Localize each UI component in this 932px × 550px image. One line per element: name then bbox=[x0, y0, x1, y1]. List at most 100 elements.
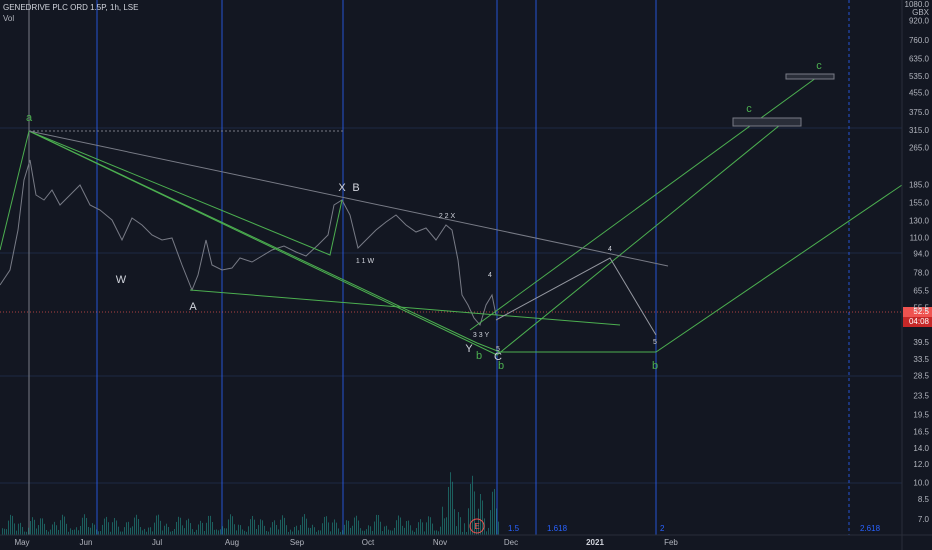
volume-bar bbox=[414, 531, 415, 535]
volume-bar bbox=[346, 520, 347, 535]
volume-bar bbox=[96, 529, 97, 535]
volume-bar bbox=[432, 523, 433, 535]
fib-time-lines bbox=[96, 0, 850, 535]
volume-bar bbox=[308, 527, 309, 535]
volume-bar bbox=[314, 527, 315, 535]
time-label: 2021 bbox=[586, 538, 604, 547]
volume-bar bbox=[418, 522, 419, 535]
volume-bar bbox=[232, 516, 233, 535]
volume-bar bbox=[120, 531, 121, 535]
volume-bar bbox=[58, 529, 59, 535]
wave-label: c bbox=[816, 60, 822, 72]
price-label: 55.5 bbox=[913, 303, 929, 312]
volume-bar bbox=[66, 523, 67, 535]
volume-bar bbox=[276, 524, 277, 535]
volume-bar bbox=[452, 481, 453, 535]
volume-bar bbox=[442, 506, 443, 535]
volume-bar bbox=[90, 527, 91, 535]
volume-bar bbox=[254, 519, 255, 535]
volume-bar bbox=[158, 514, 159, 535]
volume-bar bbox=[478, 508, 479, 535]
volume-bar bbox=[78, 530, 79, 535]
volume-bar bbox=[20, 522, 21, 535]
volume-bar bbox=[170, 531, 171, 535]
volume-bar bbox=[386, 525, 387, 535]
volume-bar bbox=[402, 525, 403, 535]
volume-bar bbox=[454, 509, 455, 535]
volume-bar bbox=[266, 530, 267, 535]
volume-bar bbox=[204, 530, 205, 535]
volume-bar bbox=[72, 529, 73, 535]
wave-label: X bbox=[338, 182, 346, 194]
projection bbox=[495, 257, 657, 336]
volume-bar bbox=[280, 519, 281, 535]
volume-bar bbox=[128, 521, 129, 535]
volume-bar bbox=[22, 526, 23, 535]
volume-bar bbox=[84, 514, 85, 535]
volume-bar bbox=[430, 517, 431, 535]
volume-bar bbox=[368, 525, 369, 535]
volume-bar bbox=[408, 520, 409, 535]
volume-bar bbox=[400, 517, 401, 535]
volume-bar bbox=[44, 523, 45, 535]
volume-bar bbox=[272, 522, 273, 535]
countdown-tag bbox=[903, 317, 932, 327]
volume-bar bbox=[130, 527, 131, 535]
volume-bar bbox=[350, 527, 351, 535]
volume-bar bbox=[114, 518, 115, 535]
price-label: 65.5 bbox=[913, 287, 929, 296]
volume-bar bbox=[304, 514, 305, 535]
volume-bar bbox=[270, 527, 271, 535]
volume-bar bbox=[362, 530, 363, 535]
volume-bar bbox=[392, 530, 393, 535]
price-label: 110.0 bbox=[910, 234, 930, 243]
volume-bar bbox=[238, 524, 239, 535]
volume-bar bbox=[356, 515, 357, 535]
price-label: 760.0 bbox=[909, 36, 930, 45]
volume-bar bbox=[226, 528, 227, 535]
wave-label: b bbox=[652, 360, 658, 372]
volume-bar bbox=[428, 516, 429, 535]
time-label: Sep bbox=[290, 538, 305, 547]
wave-label: a bbox=[26, 112, 33, 124]
volume-bar bbox=[278, 529, 279, 535]
volume-bar bbox=[190, 523, 191, 535]
volume-bar bbox=[282, 515, 283, 535]
wave-label: b bbox=[476, 350, 482, 362]
volume-bar bbox=[86, 517, 87, 535]
volume-bar bbox=[12, 515, 13, 535]
volume-bar bbox=[360, 528, 361, 535]
event-label[interactable]: E bbox=[474, 522, 479, 531]
volume-bar bbox=[328, 522, 329, 535]
time-label: Jul bbox=[152, 538, 162, 547]
volume-bar bbox=[224, 528, 225, 535]
price-label: 10.0 bbox=[913, 479, 929, 488]
volume-bar bbox=[334, 519, 335, 535]
volume-bar bbox=[312, 524, 313, 535]
volume-bar bbox=[286, 525, 287, 535]
price-tag bbox=[903, 307, 932, 317]
volume-bar bbox=[164, 525, 165, 535]
volume-bar bbox=[332, 522, 333, 535]
volume-bar bbox=[210, 515, 211, 535]
volume-bar bbox=[482, 500, 483, 535]
volume-bar bbox=[106, 516, 107, 535]
fib-label: 2 bbox=[660, 524, 665, 533]
volume-bar bbox=[94, 524, 95, 535]
time-label: Jun bbox=[80, 538, 93, 547]
volume-bar bbox=[256, 528, 257, 535]
price-label: 315.0 bbox=[909, 126, 930, 135]
volume-bar bbox=[300, 524, 301, 535]
volume-bar bbox=[344, 524, 345, 535]
volume-bar bbox=[326, 516, 327, 535]
volume-bar bbox=[2, 528, 3, 535]
volume-bar bbox=[182, 525, 183, 535]
volume-bar bbox=[168, 526, 169, 535]
volume-bar bbox=[116, 520, 117, 535]
symbol[interactable]: GENEDRIVE PLC ORD 1.5P, 1h, LSE bbox=[3, 3, 138, 12]
volume-bar bbox=[330, 531, 331, 535]
event-icon[interactable] bbox=[469, 518, 485, 534]
volume-bar bbox=[236, 530, 237, 535]
volume-bar bbox=[252, 515, 253, 535]
volume-bar bbox=[240, 525, 241, 535]
